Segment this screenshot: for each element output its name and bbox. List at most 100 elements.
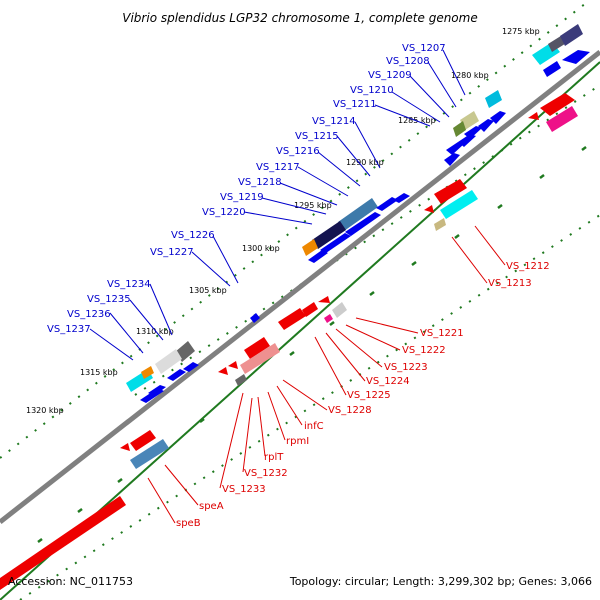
chromosome-backbone	[0, 50, 600, 524]
gene-label: VS_1213	[488, 278, 532, 289]
reverse-gene-labels: VS_1212 VS_1213 VS_1221 VS_1222 VS_1223 …	[176, 261, 550, 529]
gene-feature	[458, 134, 476, 147]
gene-label: VS_1218	[238, 177, 282, 188]
gene-feature	[120, 443, 130, 451]
gene-label: VS_1237	[47, 324, 91, 335]
gene-label: VS_1219	[220, 192, 264, 203]
gene-feature	[393, 193, 410, 203]
gene-feature	[446, 142, 464, 155]
kbp-label: 1310 kbp	[136, 327, 174, 336]
gene-feature	[250, 313, 260, 323]
gene-feature	[148, 385, 166, 396]
forward-features	[126, 24, 590, 403]
gene-label: infC	[304, 421, 324, 432]
gene-feature	[562, 50, 590, 64]
gene-label: VS_1212	[506, 261, 550, 272]
gene-feature	[546, 106, 578, 132]
gene-label: speB	[176, 518, 201, 529]
gene-label: VS_1210	[350, 85, 394, 96]
gene-feature	[240, 343, 280, 374]
gene-label: VS_1228	[328, 405, 372, 416]
gene-feature	[218, 367, 228, 375]
gene-feature	[141, 366, 154, 379]
gene-feature	[302, 302, 318, 317]
kbp-label: 1280 kbp	[451, 71, 489, 80]
gene-feature	[490, 111, 506, 124]
gene-feature	[332, 302, 347, 318]
gene-label: VS_1221	[420, 328, 464, 339]
gene-feature	[444, 153, 460, 166]
kbp-label: 1315 kbp	[80, 368, 118, 377]
label-leaders-reverse	[147, 225, 506, 524]
gene-feature	[376, 197, 398, 211]
gene-feature	[0, 496, 126, 590]
gene-label: VS_1232	[244, 468, 288, 479]
gene-label: rpmI	[286, 436, 309, 447]
gene-label: VS_1208	[386, 56, 430, 67]
gene-feature	[424, 205, 434, 213]
gene-feature	[320, 233, 351, 253]
label-leaders	[89, 49, 466, 361]
gene-feature	[318, 296, 330, 303]
gene-label: VS_1234	[107, 279, 151, 290]
kbp-label: 1305 kbp	[189, 286, 227, 295]
gene-feature	[278, 308, 306, 330]
gene-feature	[543, 61, 561, 77]
gene-feature	[302, 239, 318, 256]
kbp-label: 1295 kbp	[294, 201, 332, 210]
gene-feature	[345, 212, 381, 236]
gene-label: VS_1235	[87, 294, 131, 305]
gene-label: speA	[199, 501, 224, 512]
gene-label: rplT	[264, 452, 284, 463]
gene-feature	[312, 221, 346, 249]
gene-feature	[244, 337, 270, 359]
gene-feature	[167, 369, 186, 381]
gene-label: VS_1227	[150, 247, 194, 258]
forward-gene-labels: VS_1207 VS_1208 VS_1209 VS_1210 VS_1211 …	[47, 43, 446, 335]
gene-feature	[478, 119, 494, 132]
gene-feature	[560, 24, 583, 46]
outer-guide-top	[0, 0, 591, 459]
gene-label: VS_1211	[333, 99, 377, 110]
gene-feature	[434, 218, 446, 231]
gene-label: VS_1207	[402, 43, 446, 54]
gene-label: VS_1220	[202, 207, 246, 218]
gene-feature	[308, 250, 328, 263]
topology-text: Topology: circular; Length: 3,299,302 bp…	[289, 575, 592, 588]
map-title: Vibrio splendidus LGP32 chromosome 1, co…	[122, 11, 477, 25]
gene-label: VS_1236	[67, 309, 111, 320]
gene-label: VS_1214	[312, 116, 356, 127]
reverse-features	[0, 93, 578, 590]
kbp-label: 1275 kbp	[502, 27, 540, 36]
gene-feature	[440, 190, 478, 219]
kbp-label: 1300 kbp	[242, 244, 280, 253]
gene-label: VS_1226	[171, 230, 215, 241]
gene-feature	[528, 112, 539, 120]
kbp-labels: 1275 kbp 1280 kbp 1285 kbp 1290 kbp 1295…	[26, 27, 540, 415]
gene-label: VS_1216	[276, 146, 320, 157]
inner-guide-reverse	[19, 214, 600, 600]
gene-label: VS_1222	[402, 345, 446, 356]
kbp-label: 1290 kbp	[346, 158, 384, 167]
gene-feature	[453, 121, 466, 137]
gene-label: VS_1223	[384, 362, 428, 373]
gene-feature	[485, 90, 502, 108]
gene-feature	[155, 349, 182, 374]
accession-text: Accession: NC_011753	[8, 575, 133, 588]
gene-feature	[540, 93, 575, 116]
gene-feature	[324, 314, 333, 323]
kbp-label: 1320 kbp	[26, 406, 64, 415]
gene-feature	[130, 439, 169, 469]
gene-label: VS_1209	[368, 70, 412, 81]
gene-feature	[130, 430, 156, 451]
gene-feature	[235, 374, 247, 386]
gene-feature	[434, 179, 467, 204]
gene-feature	[183, 362, 199, 372]
gene-label: VS_1217	[256, 162, 300, 173]
gene-feature	[338, 198, 378, 231]
gene-feature	[460, 111, 479, 130]
gene-label: VS_1224	[366, 376, 410, 387]
gene-label: VS_1233	[222, 484, 266, 495]
gene-label: VS_1215	[295, 131, 339, 142]
